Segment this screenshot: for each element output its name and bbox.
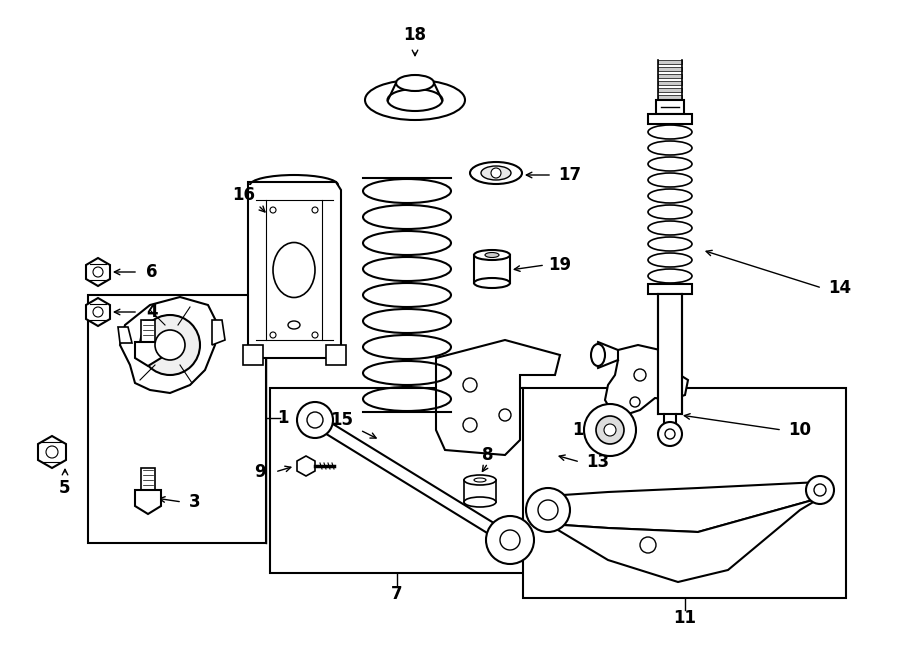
Polygon shape [86,298,110,326]
Polygon shape [605,345,688,415]
Ellipse shape [388,89,443,111]
Polygon shape [120,297,218,393]
Polygon shape [658,81,682,85]
Polygon shape [38,436,66,468]
Polygon shape [243,345,263,365]
Text: 1: 1 [277,409,289,427]
Circle shape [658,422,682,446]
Polygon shape [648,284,692,294]
Polygon shape [297,456,315,476]
Text: 16: 16 [232,186,256,204]
Text: 10: 10 [788,421,812,439]
Ellipse shape [464,475,496,485]
Text: 7: 7 [392,585,403,603]
Bar [523,388,846,598]
Circle shape [526,488,570,532]
Circle shape [155,330,185,360]
Polygon shape [464,480,496,502]
Polygon shape [212,320,225,345]
Ellipse shape [591,344,605,366]
Text: 6: 6 [146,263,158,281]
Circle shape [486,516,534,564]
Polygon shape [86,258,110,286]
Ellipse shape [464,497,496,507]
Polygon shape [658,88,682,92]
Bar [88,295,266,543]
Text: 14: 14 [828,279,851,297]
Polygon shape [658,60,682,64]
Ellipse shape [481,166,511,180]
Circle shape [596,416,624,444]
Polygon shape [312,415,513,545]
Polygon shape [658,74,682,78]
Polygon shape [474,255,510,283]
Text: 19: 19 [548,256,572,274]
Circle shape [491,168,501,178]
Polygon shape [658,67,682,71]
Polygon shape [658,294,682,414]
Text: 9: 9 [254,463,266,481]
Text: 2: 2 [180,331,192,349]
Polygon shape [548,498,820,582]
Circle shape [140,315,200,375]
Polygon shape [648,114,692,124]
Polygon shape [118,327,132,343]
Polygon shape [436,340,560,455]
Circle shape [584,404,636,456]
Text: 18: 18 [403,26,427,44]
Text: 11: 11 [673,609,697,627]
Ellipse shape [485,253,499,258]
Polygon shape [141,468,155,490]
Circle shape [806,476,834,504]
Circle shape [604,424,616,436]
Polygon shape [248,182,341,358]
Polygon shape [658,95,682,99]
Bar [656,100,684,114]
Text: 5: 5 [59,479,71,497]
Text: 8: 8 [482,446,494,464]
Polygon shape [135,490,161,514]
Polygon shape [135,342,161,366]
Text: 13: 13 [587,453,609,471]
Ellipse shape [365,80,465,120]
Text: 15: 15 [330,411,354,429]
Ellipse shape [474,250,510,260]
Polygon shape [548,482,820,532]
Text: 12: 12 [572,421,595,439]
Text: 3: 3 [189,493,201,511]
Polygon shape [326,345,346,365]
Ellipse shape [470,162,522,184]
Bar [270,388,525,573]
Ellipse shape [474,278,510,288]
Text: 4: 4 [146,303,158,321]
Polygon shape [141,320,155,342]
Circle shape [297,402,333,438]
Polygon shape [388,83,442,100]
Text: 17: 17 [558,166,581,184]
Ellipse shape [396,75,434,91]
